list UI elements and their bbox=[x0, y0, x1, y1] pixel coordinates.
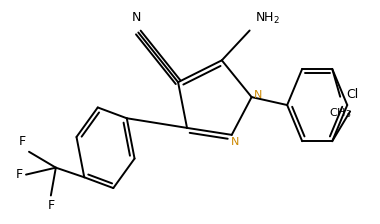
Text: Cl: Cl bbox=[346, 88, 358, 101]
Text: N: N bbox=[231, 137, 239, 147]
Text: N: N bbox=[253, 90, 262, 100]
Text: NH$_2$: NH$_2$ bbox=[255, 11, 280, 26]
Text: N: N bbox=[131, 11, 141, 24]
Text: F: F bbox=[19, 135, 26, 148]
Text: F: F bbox=[16, 168, 23, 181]
Text: F: F bbox=[47, 199, 54, 212]
Text: CH$_3$: CH$_3$ bbox=[329, 107, 352, 121]
